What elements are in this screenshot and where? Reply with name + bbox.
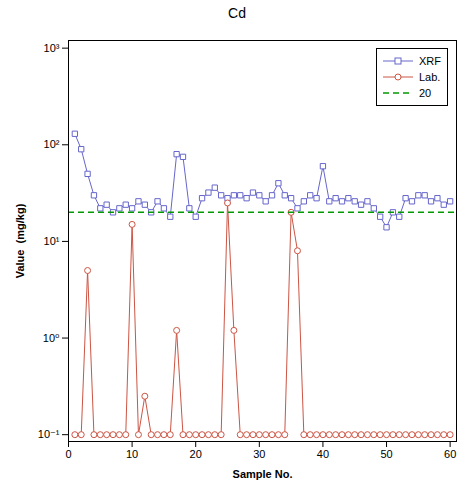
svg-text:50: 50 bbox=[380, 448, 392, 460]
svg-text:10¹: 10¹ bbox=[44, 235, 60, 247]
svg-text:40: 40 bbox=[317, 448, 329, 460]
svg-text:10³: 10³ bbox=[44, 42, 60, 54]
svg-text:Sample No.: Sample No. bbox=[233, 468, 293, 480]
svg-text:10⁻¹: 10⁻¹ bbox=[38, 428, 60, 440]
html-text:XRF: XRF bbox=[419, 55, 441, 67]
svg-text:60: 60 bbox=[444, 448, 456, 460]
svg-text:30: 30 bbox=[253, 448, 265, 460]
html-text:Cd: Cd bbox=[228, 5, 246, 21]
svg-text:20: 20 bbox=[190, 448, 202, 460]
svg-text:10²: 10² bbox=[44, 138, 60, 150]
svg-text:0: 0 bbox=[65, 448, 71, 460]
svg-text:Value (mg/kg): Value (mg/kg) bbox=[14, 203, 26, 278]
html-text:Lab.: Lab. bbox=[419, 71, 441, 83]
svg-text:10⁰: 10⁰ bbox=[43, 332, 60, 344]
html-text:20: 20 bbox=[419, 87, 432, 99]
svg-text:10: 10 bbox=[126, 448, 138, 460]
